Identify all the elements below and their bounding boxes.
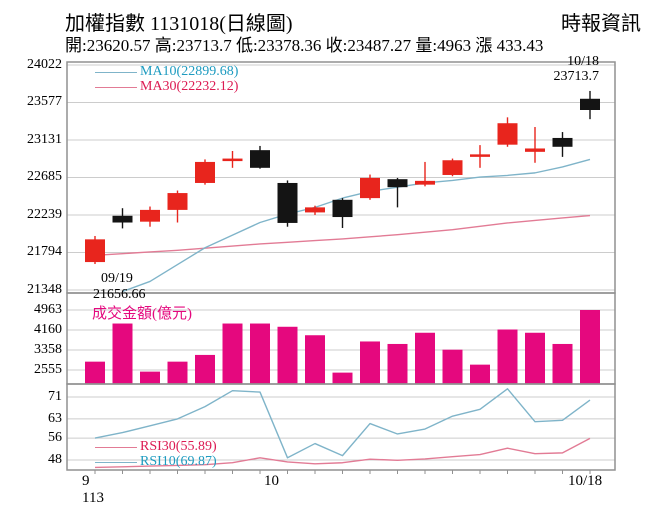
candle-body [525, 148, 545, 152]
price-ytick: 21794 [27, 244, 62, 259]
volume-bar [140, 371, 160, 384]
annotation-low-date: 09/19 [101, 271, 133, 286]
volume-bar [442, 349, 463, 384]
candle-body [552, 137, 573, 147]
volume-ytick: 4160 [34, 322, 62, 337]
data-source-label: 時報資訊 [561, 13, 641, 35]
candle-body [277, 182, 298, 223]
gridlines [67, 64, 615, 461]
price-ytick: 23577 [27, 94, 62, 109]
volume-bar [250, 323, 270, 384]
volume-bar [222, 323, 243, 384]
rsi-lines [94, 388, 591, 469]
xtick-last-date: 10/18 [568, 473, 603, 489]
volume-bar [195, 354, 215, 384]
ohlc-quote-line: 開:23620.57 高:23713.7 低:23378.36 收:23487.… [65, 36, 544, 55]
volume-bar [277, 326, 298, 384]
ma10-line [122, 158, 591, 293]
annotation-high-value: 23713.7 [553, 69, 600, 84]
volume-bar [85, 361, 105, 384]
x-axis-ticks [94, 470, 591, 474]
volume-bars [85, 310, 600, 384]
volume-bar [112, 323, 133, 384]
candle-body [250, 150, 270, 168]
price-ytick: 21348 [27, 282, 62, 297]
candle-body [470, 154, 490, 157]
candle-body [387, 179, 408, 188]
volume-bar [470, 364, 490, 384]
volume-bar [387, 343, 408, 384]
candlesticks [85, 90, 600, 265]
page-title: 加權指數 1131018(日線圖) [65, 13, 293, 35]
volume-bar [415, 332, 435, 384]
ma30-line [94, 214, 591, 257]
ma10-legend-label: MA10(22899.68) [140, 64, 239, 79]
xtick-october: 10 [264, 473, 279, 489]
candle-body [140, 209, 160, 222]
volume-bar [497, 329, 518, 384]
xtick-september: 9 [82, 473, 90, 489]
ma30-legend-label: MA30(22232.12) [140, 79, 239, 94]
candle-body [112, 215, 133, 223]
candle-body [305, 207, 325, 213]
candle-body [195, 161, 215, 183]
ma10-legend-swatch [95, 72, 137, 73]
volume-ytick: 3358 [34, 342, 62, 357]
rsi-ytick: 56 [48, 430, 62, 445]
rsi-ytick: 63 [48, 411, 62, 426]
volume-ytick: 2555 [34, 362, 62, 377]
candle-body [360, 177, 380, 199]
candle-body [85, 239, 105, 263]
candle-body [580, 98, 600, 110]
volume-bar [552, 343, 573, 384]
candle-body [497, 123, 518, 145]
rsi10-legend-label: RSI10(69.87) [140, 454, 217, 469]
xtick-roc-year: 113 [82, 490, 104, 506]
volume-bar [332, 372, 353, 384]
candle-body [415, 180, 435, 185]
rsi-pane-border [66, 383, 616, 471]
volume-bar [360, 341, 380, 384]
pane-borders [66, 61, 616, 471]
price-ytick: 22685 [27, 169, 62, 184]
candle-body [222, 158, 243, 162]
rsi10-legend-swatch [95, 462, 137, 463]
rsi30-legend-label: RSI30(55.89) [140, 439, 217, 454]
annotation-high-date: 10/18 [567, 54, 599, 69]
volume-ytick: 4963 [34, 302, 62, 317]
volume-bar [580, 310, 600, 384]
price-ytick: 24022 [27, 57, 62, 72]
rsi-ytick: 48 [48, 452, 62, 467]
rsi10-line [94, 388, 591, 459]
candle-body [332, 199, 353, 218]
volume-bar [305, 335, 325, 384]
volume-bar [167, 361, 188, 384]
candle-body [442, 160, 463, 175]
volume-bar [525, 332, 545, 384]
price-ytick: 22239 [27, 207, 62, 222]
moving-averages [94, 158, 591, 293]
candle-body [167, 193, 188, 210]
rsi30-line [94, 437, 591, 469]
annotation-low-value: 21656.66 [93, 287, 146, 302]
ma30-legend-swatch [95, 87, 137, 88]
volume-pane-label: 成交金額(億元) [92, 306, 192, 322]
rsi-ytick: 71 [48, 389, 62, 404]
rsi30-legend-swatch [95, 447, 137, 448]
price-ytick: 23131 [27, 132, 62, 147]
